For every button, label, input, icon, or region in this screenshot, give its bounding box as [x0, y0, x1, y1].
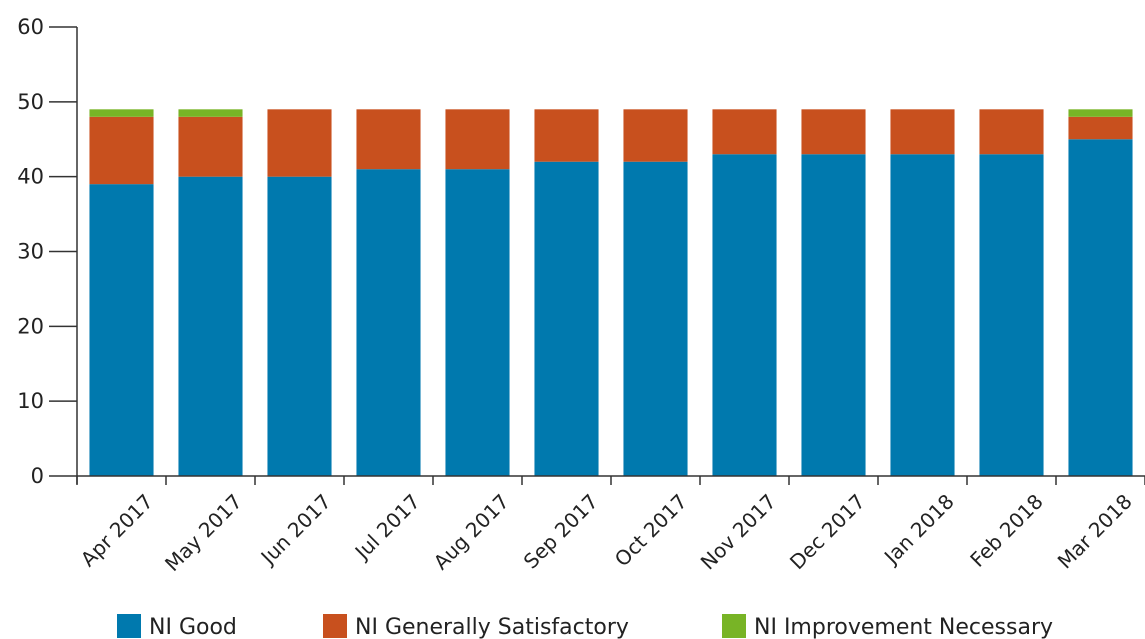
bar-ni-generally-satisfactory-apr-2017 [89, 116, 154, 185]
x-tick-labels: Apr 2017 May 2017 Jun 2017 Jul 2017 Aug 2017… [76, 489, 1137, 576]
legend-swatch-ni-generally-satisfactory [323, 614, 347, 638]
x-tick-label-jul-2017: Jul 2017 [349, 489, 425, 565]
x-tick-label-sep-2017: Sep 2017 [519, 489, 603, 573]
bar-ni-generally-satisfactory-oct-2017 [623, 109, 688, 162]
x-tick-label-may-2017: May 2017 [160, 489, 247, 576]
x-tick-label-mar-2018: Mar 2018 [1053, 489, 1137, 573]
bar-ni-generally-satisfactory-sep-2017 [534, 109, 599, 162]
y-tick-label: 10 [17, 389, 44, 413]
x-tick-label-jan-2018: Jan 2018 [878, 489, 959, 570]
axes-layer [49, 26, 1145, 485]
bar-ni-good-jan-2018 [890, 154, 955, 476]
x-tick-label-oct-2017: Oct 2017 [610, 489, 692, 571]
legend-label-ni-good: NI Good [149, 615, 237, 639]
bar-ni-good-feb-2018 [979, 154, 1044, 476]
bar-ni-generally-satisfactory-jan-2018 [890, 109, 955, 155]
bar-ni-good-dec-2017 [801, 154, 866, 476]
bar-ni-good-may-2017 [178, 176, 243, 477]
x-tick-label-dec-2017: Dec 2017 [785, 489, 870, 574]
bar-ni-generally-satisfactory-aug-2017 [445, 109, 510, 170]
bar-ni-good-oct-2017 [623, 161, 688, 476]
x-tick-label-apr-2017: Apr 2017 [76, 489, 158, 571]
y-tick-label: 20 [17, 314, 44, 338]
bar-ni-generally-satisfactory-dec-2017 [801, 109, 866, 155]
x-tick-label-jun-2017: Jun 2017 [255, 489, 336, 570]
bar-ni-improvement-necessary-mar-2018 [1068, 109, 1133, 117]
y-tick-label: 40 [17, 165, 44, 189]
bar-ni-improvement-necessary-may-2017 [178, 109, 243, 117]
bar-ni-generally-satisfactory-jul-2017 [356, 109, 421, 170]
bar-ni-improvement-necessary-apr-2017 [89, 109, 154, 117]
bar-ni-good-apr-2017 [89, 184, 154, 476]
y-tick-labels: 0 10 20 30 40 50 60 [17, 15, 44, 488]
legend-swatch-ni-good [117, 614, 141, 638]
y-tick-label: 30 [17, 240, 44, 264]
bar-ni-good-jun-2017 [267, 176, 332, 477]
bar-ni-generally-satisfactory-feb-2018 [979, 109, 1044, 155]
bar-ni-generally-satisfactory-nov-2017 [712, 109, 777, 155]
bar-ni-generally-satisfactory-may-2017 [178, 116, 243, 177]
bar-ni-generally-satisfactory-jun-2017 [267, 109, 332, 177]
bar-ni-good-mar-2018 [1068, 139, 1133, 476]
y-tick-label: 60 [17, 15, 44, 39]
bar-ni-generally-satisfactory-mar-2018 [1068, 116, 1133, 140]
x-tick-label-feb-2018: Feb 2018 [965, 489, 1047, 571]
bar-ni-good-jul-2017 [356, 169, 421, 476]
legend-label-ni-improvement-necessary: NI Improvement Necessary [754, 615, 1053, 639]
bars-layer [89, 109, 1133, 477]
bar-ni-good-nov-2017 [712, 154, 777, 476]
legend-label-ni-generally-satisfactory: NI Generally Satisfactory [355, 615, 629, 639]
legend-swatch-ni-improvement-necessary [722, 614, 746, 638]
legend: NI Good NI Generally Satisfactory NI Impro… [117, 614, 1053, 639]
x-tick-label-aug-2017: Aug 2017 [429, 489, 514, 574]
y-tick-label: 0 [31, 464, 44, 488]
y-tick-label: 50 [17, 90, 44, 114]
x-tick-label-nov-2017: Nov 2017 [696, 489, 781, 574]
bar-ni-good-aug-2017 [445, 169, 510, 476]
bar-ni-good-sep-2017 [534, 161, 599, 476]
